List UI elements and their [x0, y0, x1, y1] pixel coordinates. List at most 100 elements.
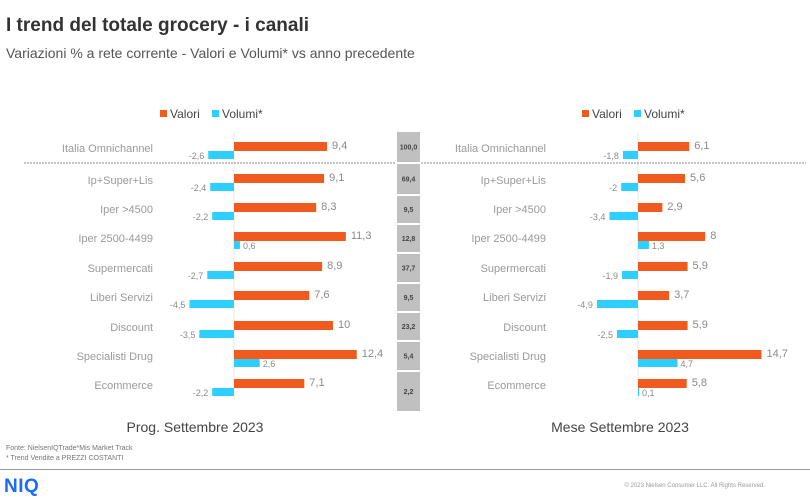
prog-label-volumi: 2,6 — [263, 359, 276, 369]
weight-cell — [397, 254, 420, 282]
prog-label-volumi: -2,7 — [188, 271, 204, 281]
prog-label-valori: 9,4 — [332, 140, 347, 152]
mese-label-volumi: -1,8 — [603, 151, 619, 161]
prog-bar-volumi — [199, 330, 234, 338]
prog-bar-volumi — [234, 241, 240, 249]
prog-bar-volumi — [208, 151, 234, 159]
prog-bar-valori — [234, 203, 317, 212]
mese-label-valori: 5,9 — [693, 260, 708, 272]
weight-cell — [397, 372, 420, 411]
prog-bar-volumi — [212, 212, 234, 220]
mese-label-volumi: -2,5 — [597, 330, 613, 340]
prog-label-volumi: -4,5 — [170, 300, 186, 310]
mese-bar-volumi — [596, 300, 638, 308]
mese-label-volumi: 4,7 — [680, 359, 693, 369]
weight-cell — [397, 313, 420, 340]
mese-label-volumi: -3,4 — [590, 212, 606, 222]
prog-bar-valori — [234, 262, 323, 271]
charts-area: Valori Volumi* Italia Omnichannel 9,4 -2,6 Ip… — [24, 107, 806, 435]
prog-label-volumi: -2,6 — [189, 151, 205, 161]
niq-logo: NIQ — [4, 476, 40, 497]
prog-bar-valori — [234, 142, 328, 151]
mese-label-valori: 2,9 — [667, 201, 682, 213]
prog-label-volumi: 0,6 — [243, 241, 256, 251]
mese-bar-volumi — [622, 151, 638, 159]
mese-category-label: Ip+Super+Lis — [481, 175, 547, 187]
prog-legend-valori-swatch — [160, 110, 167, 117]
mese-label-volumi: 1,3 — [652, 241, 665, 251]
prog-label-volumi: -2,2 — [193, 388, 209, 398]
mese-legend-valori: Valori — [592, 107, 622, 121]
prog-period-title: Prog. Settembre 2023 — [127, 419, 264, 435]
prog-label-valori: 9,1 — [329, 172, 344, 184]
prog-bar-valori — [234, 350, 357, 359]
mese-category-label: Discount — [503, 322, 546, 334]
prog-category-label: Liberi Servizi — [90, 292, 153, 304]
mese-bar-volumi — [617, 330, 638, 338]
weight-value: 2,2 — [404, 389, 414, 396]
prog-bar-valori — [234, 291, 310, 300]
mese-label-valori: 5,6 — [690, 172, 705, 184]
weight-value: 12,8 — [402, 236, 416, 243]
mese-category-label: Liberi Servizi — [483, 292, 546, 304]
prog-legend-volumi-swatch — [212, 110, 219, 117]
prog-label-valori: 8,3 — [321, 201, 336, 213]
source-note: Fonte: NielsenIQTrade*Mis Market Track — [6, 445, 133, 452]
weight-cell — [397, 132, 420, 162]
mese-label-valori: 14,7 — [766, 348, 787, 360]
prog-category-label: Discount — [110, 322, 153, 334]
mese-bar-valori — [638, 262, 688, 271]
mese-label-volumi: 0,1 — [642, 388, 655, 398]
mese-bar-volumi — [621, 183, 638, 191]
mese-label-volumi: -2 — [609, 183, 617, 193]
prog-category-label: Supermercati — [88, 263, 153, 275]
prog-legend-volumi: Volumi* — [222, 107, 263, 121]
prog-bar-valori — [234, 379, 305, 388]
weight-value: 69,4 — [402, 177, 416, 184]
mese-bar-valori — [638, 174, 686, 183]
mese-bar-volumi — [622, 271, 638, 279]
weight-cell — [397, 342, 420, 370]
mese-category-label: Iper >4500 — [493, 204, 546, 216]
mese-bar-volumi — [638, 241, 649, 249]
mese-label-valori: 5,9 — [693, 319, 708, 331]
prog-category-label: Iper >4500 — [100, 204, 153, 216]
footnote-prices: * Trend Vendite a PREZZI COSTANTI — [6, 455, 124, 462]
mese-bar-valori — [638, 203, 663, 212]
prog-label-valori: 12,4 — [362, 348, 383, 360]
mese-bar-valori — [638, 232, 706, 241]
prog-label-valori: 8,9 — [327, 260, 342, 272]
prog-label-valori: 11,3 — [351, 230, 372, 242]
mese-category-label: Italia Omnichannel — [455, 143, 546, 155]
mese-label-valori: 5,8 — [692, 377, 707, 389]
prog-category-label: Ecommerce — [94, 380, 153, 392]
mese-legend-valori-swatch — [582, 110, 589, 117]
mese-category-label: Specialisti Drug — [470, 351, 546, 363]
weight-value: 9,5 — [404, 295, 414, 302]
mese-bar-volumi — [638, 388, 639, 396]
prog-category-label: Specialisti Drug — [77, 351, 153, 363]
prog-category-label: Iper 2500-4499 — [78, 233, 153, 245]
page-title: I trend del totale grocery - i canali — [6, 15, 310, 36]
mese-bar-valori — [638, 321, 688, 330]
mese-category-label: Supermercati — [481, 263, 546, 275]
weight-value: 100,0 — [400, 145, 418, 152]
prog-bar-valori — [234, 321, 333, 330]
prog-bar-valori — [234, 232, 346, 241]
mese-label-volumi: -1,9 — [603, 271, 619, 281]
weight-value: 23,2 — [402, 324, 416, 331]
weight-cell — [397, 225, 420, 252]
mese-label-valori: 8 — [710, 230, 716, 242]
mese-label-volumi: -4,9 — [577, 300, 593, 310]
prog-bar-volumi — [189, 300, 234, 308]
weight-cell — [397, 196, 420, 223]
weight-cell — [397, 164, 420, 194]
prog-label-valori: 7,1 — [309, 377, 324, 389]
mese-bar-volumi — [609, 212, 638, 220]
mese-category-label: Ecommerce — [487, 380, 546, 392]
prog-label-volumi: -2,2 — [193, 212, 209, 222]
footer-divider — [0, 469, 810, 470]
mese-bar-valori — [638, 379, 687, 388]
weight-value: 37,7 — [402, 266, 416, 273]
weight-value: 9,5 — [404, 207, 414, 214]
